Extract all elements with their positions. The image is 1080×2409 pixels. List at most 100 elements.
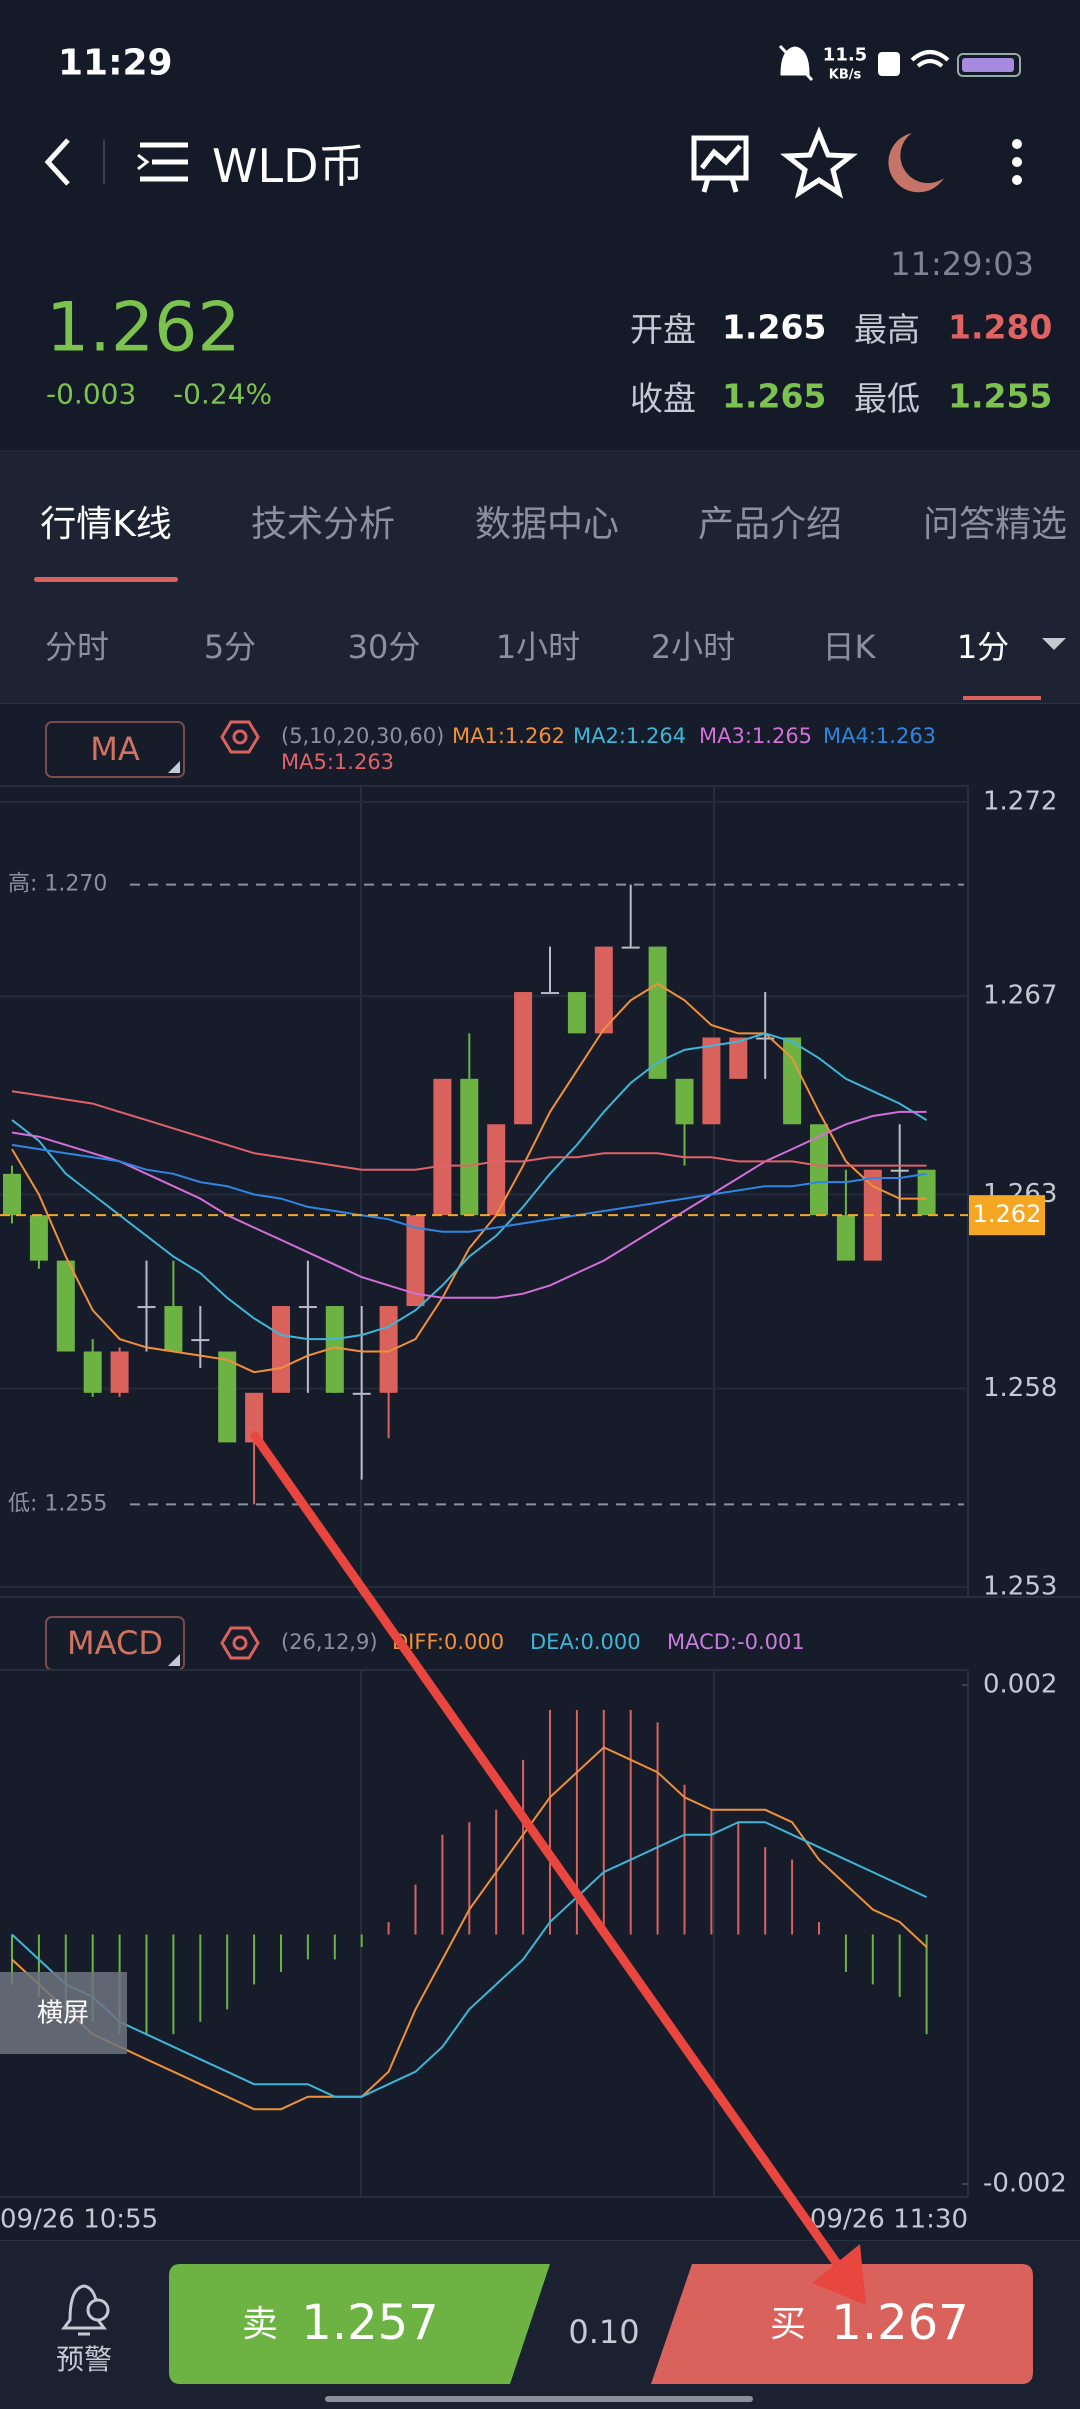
period[interactable]: 日K bbox=[822, 628, 876, 666]
stat-label: 收盘 bbox=[630, 379, 696, 418]
candle-body bbox=[648, 946, 667, 1079]
candle-body bbox=[890, 1169, 909, 1172]
macd-line bbox=[11, 1821, 928, 2098]
period[interactable]: 1小时 bbox=[495, 628, 581, 666]
tab[interactable]: 产品介绍 bbox=[697, 504, 843, 545]
theme-icon[interactable] bbox=[888, 133, 944, 193]
candle-body bbox=[514, 992, 533, 1125]
more-icon[interactable] bbox=[1012, 139, 1022, 185]
candle-body bbox=[729, 1037, 748, 1079]
tab[interactable]: 行情K线 bbox=[40, 504, 172, 545]
candle-body bbox=[191, 1339, 210, 1342]
rotate-label[interactable]: 横屏 bbox=[37, 1999, 89, 2029]
candle-body bbox=[836, 1215, 855, 1261]
chart-icon[interactable] bbox=[691, 135, 749, 193]
legend-entry: MA1:1.262 bbox=[452, 724, 565, 748]
candle-body bbox=[110, 1351, 129, 1393]
indicator-name: MACD bbox=[67, 1624, 163, 1662]
y-tick-label: 1.253 bbox=[983, 1572, 1057, 1602]
price-change-pct: -0.24% bbox=[173, 377, 273, 411]
candle-body bbox=[541, 992, 559, 995]
stat-value: 1.280 bbox=[948, 307, 1053, 347]
candle-body bbox=[406, 1215, 425, 1307]
tab-panel bbox=[0, 450, 1080, 704]
tab[interactable]: 数据中心 bbox=[474, 504, 620, 545]
stat-label: 开盘 bbox=[630, 310, 696, 349]
mute-icon bbox=[778, 44, 814, 82]
y-tick-label: 1.272 bbox=[983, 787, 1057, 817]
period[interactable]: 5分 bbox=[203, 628, 257, 666]
period[interactable]: 分时 bbox=[44, 628, 110, 666]
settings-icon-center bbox=[232, 729, 248, 745]
y-tick-label: 0.002 bbox=[983, 1670, 1057, 1700]
x-tick-label: 09/26 11:30 bbox=[810, 2205, 968, 2235]
candle-body bbox=[352, 1392, 371, 1395]
candle-body bbox=[137, 1306, 156, 1309]
legend-entry: MA2:1.264 bbox=[573, 724, 686, 748]
indicator-box[interactable] bbox=[45, 721, 185, 778]
candle-body bbox=[702, 1037, 721, 1125]
ma-line bbox=[11, 1143, 927, 1233]
y-tick-label: -0.002 bbox=[983, 2169, 1067, 2199]
tab[interactable]: 技术分析 bbox=[250, 504, 396, 545]
candle-body bbox=[594, 946, 613, 1034]
candle-body bbox=[56, 1260, 75, 1352]
candle-body bbox=[675, 1078, 694, 1125]
buy-button[interactable] bbox=[651, 2264, 1033, 2384]
ma-line bbox=[11, 1032, 928, 1341]
stat-value: 1.255 bbox=[948, 376, 1053, 416]
legend-entry: MA5:1.263 bbox=[281, 750, 394, 774]
battery-icon bbox=[957, 53, 1021, 77]
settings-icon[interactable] bbox=[220, 720, 260, 754]
corner-mark bbox=[168, 761, 180, 773]
candle-body bbox=[3, 1173, 21, 1216]
period[interactable]: 30分 bbox=[347, 628, 421, 666]
macd-params: (26,12,9) bbox=[281, 1630, 378, 1654]
settings-icon-center bbox=[232, 1635, 248, 1651]
sell-button[interactable] bbox=[169, 2264, 550, 2384]
last-price-badge bbox=[969, 1195, 1045, 1236]
tab[interactable]: 问答精选 bbox=[922, 504, 1068, 545]
candle-body bbox=[325, 1306, 344, 1393]
candle-body bbox=[460, 1078, 479, 1216]
x-tick-label: 09/26 10:55 bbox=[0, 2205, 158, 2235]
corner-mark bbox=[168, 1654, 180, 1666]
dropdown-icon bbox=[1042, 638, 1066, 650]
sell-label[interactable]: 卖 bbox=[242, 2304, 278, 2345]
quote-time: 11:29:03 bbox=[890, 245, 1034, 283]
period[interactable]: 2小时 bbox=[650, 628, 736, 666]
battery-level bbox=[962, 58, 1014, 72]
candle-body bbox=[783, 1037, 802, 1125]
alert-label[interactable]: 预警 bbox=[55, 2343, 113, 2376]
indicator-name: MA bbox=[90, 730, 140, 768]
net-unit: KB/s bbox=[828, 67, 862, 83]
candle-body bbox=[164, 1306, 183, 1352]
wifi-icon bbox=[910, 50, 950, 68]
candle-body bbox=[756, 1037, 775, 1040]
stat-value: 1.265 bbox=[722, 376, 827, 416]
buy-price[interactable]: 1.267 bbox=[831, 2295, 968, 2351]
candle-body bbox=[245, 1392, 264, 1443]
y-tick-label: 1.267 bbox=[983, 981, 1057, 1011]
settings-icon[interactable] bbox=[220, 1626, 260, 1660]
candle-body bbox=[218, 1351, 237, 1443]
menu-icon[interactable] bbox=[137, 142, 188, 182]
star-icon[interactable] bbox=[780, 126, 858, 199]
tab-underline bbox=[34, 577, 178, 582]
rotate-button[interactable] bbox=[0, 1972, 127, 2054]
back-icon[interactable] bbox=[44, 138, 70, 186]
buy-label[interactable]: 买 bbox=[770, 2304, 806, 2345]
period-underline bbox=[963, 696, 1041, 700]
home-indicator bbox=[325, 2396, 753, 2402]
spread: 0.10 bbox=[568, 2313, 640, 2351]
status-time: 11:29 bbox=[58, 42, 173, 84]
y-tick-label: 1.258 bbox=[983, 1373, 1057, 1403]
candle-body bbox=[567, 992, 586, 1034]
legend-entry: MA4:1.263 bbox=[823, 724, 936, 748]
sell-price[interactable]: 1.257 bbox=[301, 2295, 438, 2351]
candle-body bbox=[621, 946, 640, 949]
stat-value: 1.265 bbox=[722, 307, 827, 347]
period[interactable]: 1分 bbox=[956, 628, 1010, 666]
ma-line bbox=[11, 1110, 927, 1299]
